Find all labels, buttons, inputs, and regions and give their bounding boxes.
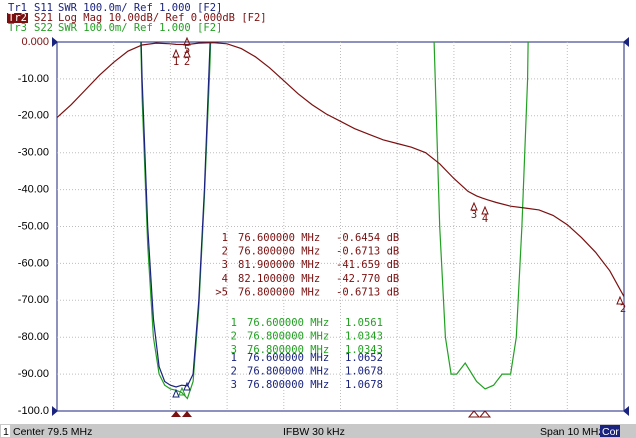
marker-flag (183, 381, 191, 391)
marker-freq: 76.800000 MHz (238, 246, 320, 258)
marker-freq: 76.800000 MHz (238, 286, 320, 298)
trace-scale: Log Mag 10.00dB/ Ref 0.000dB [F2] (58, 12, 267, 24)
ifbw: IFBW 30 kHz (283, 426, 345, 438)
y-tick-label: -50.00 (18, 220, 49, 232)
marker-id: 1 (222, 232, 228, 244)
marker-freq: 76.800000 MHz (247, 379, 329, 391)
trace-line (140, 42, 529, 400)
stim-arrow (478, 410, 492, 418)
y-tick-label: 0.000 (21, 36, 49, 48)
marker-value: -0.6454 dB (336, 232, 399, 244)
marker-id: 3 (231, 344, 237, 356)
y-tick-label: -60.00 (18, 257, 49, 269)
trace-line (57, 42, 624, 297)
trace-id: Tr3 (8, 22, 27, 34)
channel-badge (1, 425, 10, 437)
ref-arrow (52, 406, 58, 416)
marker-freq: 81.900000 MHz (238, 259, 320, 271)
ref-arrow (623, 37, 629, 47)
y-tick-label: -70.00 (18, 294, 49, 306)
marker-value: -0.6713 dB (336, 246, 399, 258)
marker-flag (470, 201, 478, 211)
marker-flag-label: 5 (184, 44, 190, 56)
trace-param: S11 (34, 2, 53, 14)
trace-param: S21 (34, 12, 53, 24)
y-tick-label: -20.00 (18, 110, 49, 122)
stim-arrow (467, 410, 481, 418)
ref-arrow (623, 406, 629, 416)
marker-flag (183, 36, 191, 46)
channel-id: 1 (3, 426, 9, 438)
marker-flag-label: 1 (173, 56, 179, 68)
marker-flag-label: 2 (620, 303, 626, 315)
marker-value: -42.770 dB (336, 273, 399, 285)
marker-id: 2 (231, 366, 237, 378)
marker-flag (172, 388, 180, 398)
marker-id: >5 (215, 286, 228, 298)
trace-scale: SWR 100.0m/ Ref 1.000 [F2] (58, 2, 222, 14)
y-tick-label: -30.00 (18, 147, 49, 159)
marker-flag-label: 2 (184, 56, 190, 68)
stim-arrow (182, 411, 192, 417)
y-tick-label: -40.00 (18, 184, 49, 196)
marker-freq: 76.800000 MHz (247, 331, 329, 343)
stim-arrow (171, 411, 181, 417)
marker-flag (616, 295, 624, 305)
cor: Cor (602, 426, 619, 438)
y-tick-label: -10.00 (18, 73, 49, 85)
marker-value: -0.6713 dB (336, 286, 399, 298)
marker-freq: 82.100000 MHz (238, 273, 320, 285)
marker-flag (481, 205, 489, 215)
marker-flag (172, 48, 180, 58)
span: Span 10 MHz (540, 426, 604, 438)
trace-line (140, 42, 211, 388)
trace-badge (7, 13, 28, 23)
marker-id: 2 (231, 331, 237, 343)
marker-id: 1 (231, 352, 237, 364)
marker-value: 1.0678 (345, 366, 383, 378)
y-tick-label: -80.00 (18, 331, 49, 343)
cor-badge (600, 425, 620, 437)
marker-value: 1.0652 (345, 352, 383, 364)
y-tick-label: -90.00 (18, 368, 49, 380)
marker-flag (183, 48, 191, 58)
traces (57, 42, 624, 400)
marker-flag-label: 4 (482, 213, 488, 225)
marker-freq: 76.800000 MHz (247, 366, 329, 378)
marker-flag (178, 386, 186, 396)
marker-id: 3 (222, 259, 228, 271)
trace-id: Tr2 (8, 12, 27, 24)
marker-freq: 76.600000 MHz (247, 317, 329, 329)
center-freq: Center 79.5 MHz (13, 426, 92, 438)
marker-flag-label: 3 (471, 209, 477, 221)
marker-freq: 76.600000 MHz (247, 352, 329, 364)
marker-value: 1.0343 (345, 331, 383, 343)
ref-arrow (52, 37, 58, 47)
marker-id: 2 (222, 246, 228, 258)
trace-id: Tr1 (8, 2, 27, 14)
marker-freq: 76.600000 MHz (238, 232, 320, 244)
marker-value: 1.0343 (345, 344, 383, 356)
marker-value: 1.0561 (345, 317, 383, 329)
marker-value: -41.659 dB (336, 259, 399, 271)
marker-freq: 76.800000 MHz (247, 344, 329, 356)
marker-id: 3 (231, 379, 237, 391)
marker-id: 4 (222, 273, 228, 285)
y-tick-label: -100.0 (18, 405, 49, 417)
marker-id: 1 (231, 317, 237, 329)
status-bar (0, 424, 636, 438)
plot-area (56, 41, 625, 412)
trace-scale: SWR 100.0m/ Ref 1.000 [F2] (58, 22, 222, 34)
marker-value: 1.0678 (345, 379, 383, 391)
trace-param: S22 (34, 22, 53, 34)
